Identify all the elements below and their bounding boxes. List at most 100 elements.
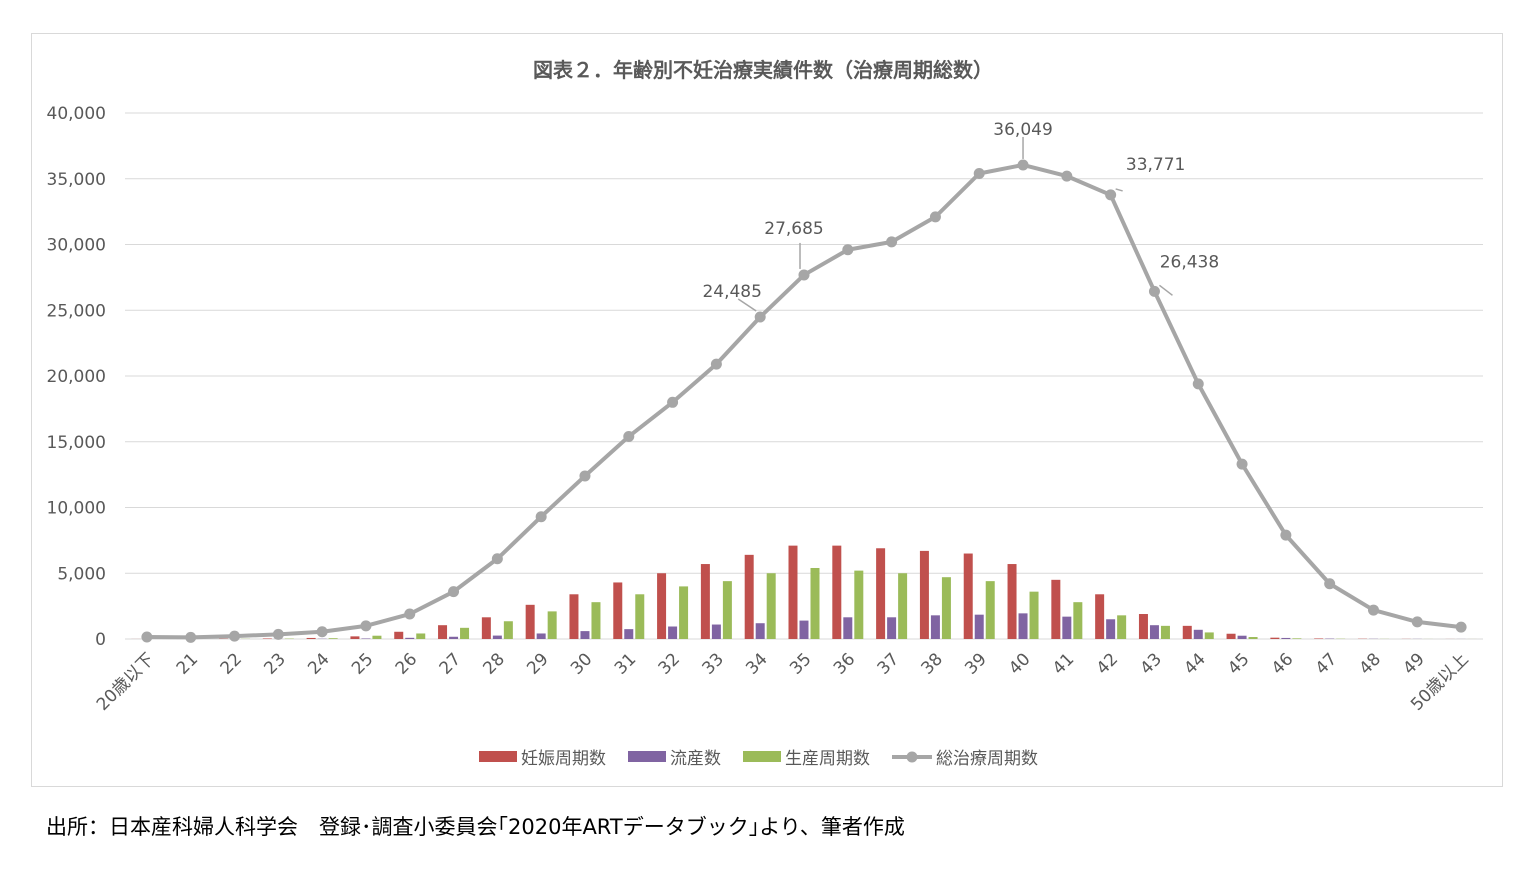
line-point [623, 430, 635, 442]
x-tick-label: 26 [392, 649, 421, 678]
bar-妊娠周期数 [832, 545, 842, 639]
x-tick-label: 29 [523, 649, 552, 678]
x-tick-label: 42 [1093, 649, 1122, 678]
line-point [929, 211, 941, 223]
line-point [1236, 458, 1248, 470]
bar-妊娠周期数 [1138, 614, 1148, 639]
bar-生産周期数 [1073, 602, 1083, 639]
bar-流産数 [1281, 637, 1291, 639]
line-point [667, 396, 679, 408]
line-point [316, 626, 328, 638]
bar-流産数 [492, 635, 502, 639]
bar-妊娠周期数 [963, 553, 973, 639]
line-point [1192, 378, 1204, 390]
x-tick-label: 48 [1356, 649, 1385, 678]
bar-流産数 [1149, 625, 1159, 639]
bar-妊娠周期数 [744, 554, 754, 639]
data-label: 24,485 [702, 282, 761, 302]
bar-流産数 [668, 626, 678, 639]
bar-生産周期数 [591, 602, 601, 639]
bar-流産数 [974, 614, 984, 639]
legend-swatch [479, 751, 517, 762]
chart-title: 図表２．年齢別不妊治療実績件数（治療周期総数） [533, 58, 993, 82]
bar-流産数 [405, 637, 415, 639]
bar-妊娠周期数 [525, 604, 535, 639]
line-point [229, 630, 241, 642]
line-point [1017, 159, 1029, 171]
bar-生産周期数 [679, 586, 689, 639]
x-tick-label: 25 [348, 649, 377, 678]
grid-lines [125, 112, 1483, 640]
line-point [842, 244, 854, 256]
bar-生産周期数 [635, 594, 645, 639]
bar-流産数 [449, 636, 459, 639]
line-point [404, 608, 416, 620]
bar-妊娠周期数 [1095, 594, 1105, 639]
y-tick-label: 30,000 [47, 236, 106, 256]
line-point [1280, 529, 1292, 541]
x-tick-label: 38 [918, 649, 947, 678]
line-point [798, 269, 810, 281]
bar-生産周期数 [898, 573, 908, 639]
data-label: 26,438 [1160, 252, 1219, 272]
x-tick-label: 46 [1268, 649, 1297, 678]
y-tick-label: 15,000 [47, 433, 106, 453]
x-tick-label: 40 [1005, 649, 1034, 678]
data-labels: 24,485 27,685 36,049 33,771 26,438 [702, 120, 1219, 312]
bar-流産数 [580, 631, 590, 639]
legend-swatch [743, 751, 781, 762]
bar-生産周期数 [985, 581, 995, 639]
line-point [1367, 604, 1379, 616]
legend-label: 流産数 [670, 749, 721, 769]
bar-流産数 [930, 615, 940, 639]
bar-生産周期数 [722, 581, 732, 639]
bar-流産数 [799, 620, 809, 639]
legend-label: 総治療周期数 [936, 749, 1038, 769]
legend-label: 生産周期数 [785, 749, 870, 769]
x-tick-label: 39 [961, 649, 990, 678]
bar-妊娠周期数 [1182, 625, 1192, 639]
bar-妊娠周期数 [1226, 633, 1236, 639]
x-tick-label: 36 [830, 649, 859, 678]
y-tick-label: 25,000 [47, 301, 106, 321]
bar-生産周期数 [1117, 615, 1127, 639]
line-point [886, 236, 898, 248]
bar-流産数 [843, 617, 853, 639]
y-tick-label: 0 [95, 630, 106, 650]
bar-流産数 [887, 617, 897, 639]
bar-流産数 [1193, 629, 1203, 639]
bar-生産周期数 [810, 567, 820, 639]
x-tick-label: 45 [1224, 649, 1253, 678]
y-tick-label: 35,000 [47, 170, 106, 190]
x-tick-label: 37 [874, 649, 903, 678]
bar-妊娠周期数 [657, 573, 667, 639]
bar-流産数 [536, 633, 546, 639]
x-tick-label: 27 [436, 649, 465, 678]
x-tick-label: 23 [260, 649, 289, 678]
bar-流産数 [1062, 616, 1072, 639]
bar-流産数 [1106, 619, 1116, 639]
source-note: 出所：日本産科婦人科学会 登録･調査小委員会｢2020年ARTデータブック｣より… [46, 815, 905, 839]
x-tick-label: 33 [698, 649, 727, 678]
bar-生産周期数 [372, 635, 382, 639]
line-point [448, 586, 460, 598]
y-tick-label: 10,000 [47, 499, 106, 519]
x-tick-label: 34 [742, 649, 771, 678]
bar-妊娠周期数 [1007, 564, 1017, 639]
bar-流産数 [1018, 613, 1028, 639]
line-point [1455, 621, 1467, 633]
line-point [973, 167, 985, 179]
bar-妊娠周期数 [481, 617, 491, 639]
chart-frame: 図表２．年齢別不妊治療実績件数（治療周期総数） 0 5,000 10,000 15,0… [31, 33, 1503, 787]
bar-流産数 [624, 629, 634, 639]
line-point [754, 311, 766, 323]
x-tick-label: 22 [217, 649, 246, 678]
legend-swatch [628, 751, 666, 762]
x-tick-label: 41 [1049, 649, 1078, 678]
data-label: 33,771 [1126, 155, 1185, 175]
line-point [1411, 616, 1423, 628]
bar-妊娠周期数 [1314, 638, 1324, 639]
data-label-leader [1158, 284, 1173, 296]
line-point [272, 628, 284, 640]
data-label-leader [737, 298, 757, 312]
